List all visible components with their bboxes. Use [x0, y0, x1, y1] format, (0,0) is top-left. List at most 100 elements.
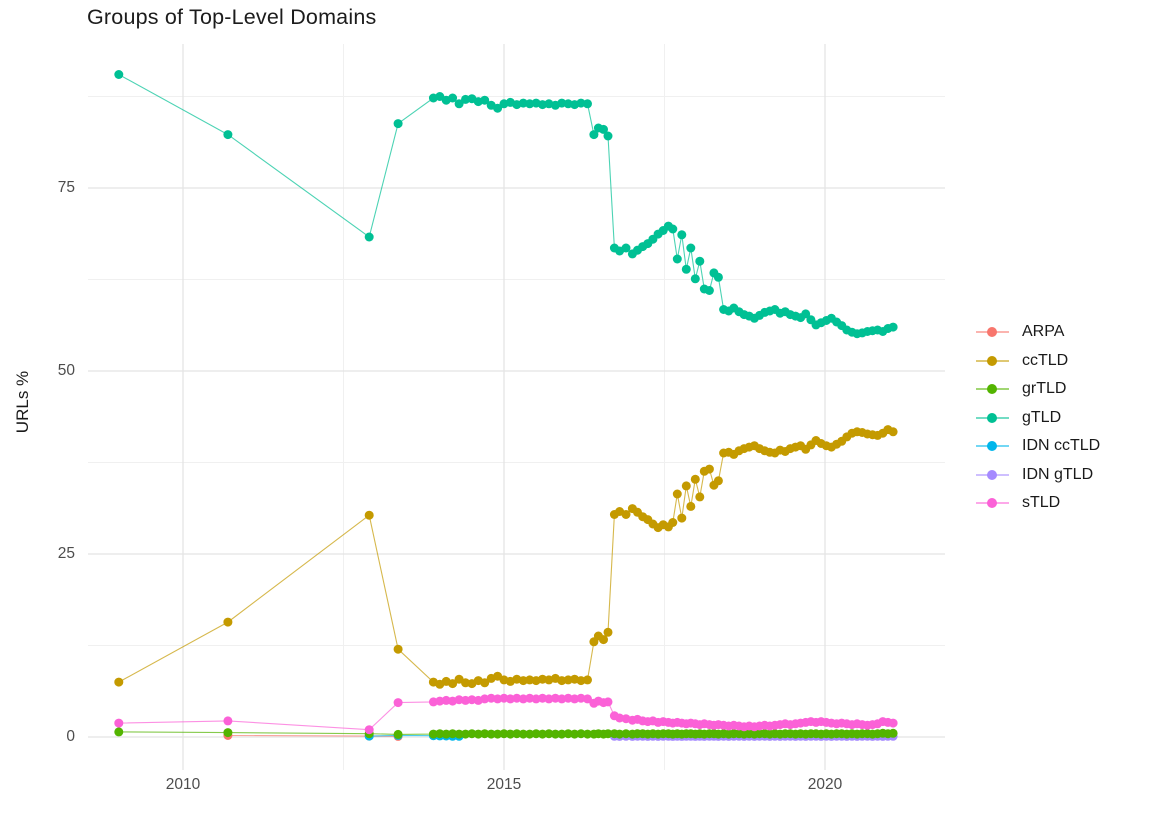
legend-item-cctld: ccTLD — [976, 351, 1100, 372]
series-point-grtld — [583, 729, 592, 739]
series-point-cctld — [114, 677, 124, 687]
series-point-grtld — [114, 727, 124, 737]
series-point-gtld — [583, 99, 592, 109]
series-point-cctld — [695, 492, 705, 502]
series-point-cctld — [672, 489, 682, 499]
series-point-gtld — [223, 130, 233, 140]
series-point-grtld — [428, 729, 438, 739]
series-point-grtld — [557, 729, 567, 739]
legend-item-gtld: gTLD — [976, 408, 1100, 429]
series-point-grtld — [454, 729, 464, 739]
legend-item-arpa: ARPA — [976, 322, 1100, 343]
series-point-grtld — [486, 729, 496, 739]
series-point-grtld — [512, 729, 522, 739]
x-tick-label-2020: 2020 — [807, 776, 843, 793]
series-point-grtld — [393, 729, 403, 739]
legend-item-label: IDN ccTLD — [1022, 437, 1101, 455]
series-point-gtld — [677, 230, 687, 240]
series-point-grtld — [531, 729, 541, 739]
legend-item-label: gTLD — [1022, 408, 1062, 426]
series-point-gtld — [695, 256, 705, 266]
series-line-cctld — [118, 428, 894, 685]
series-point-gtld — [454, 99, 464, 109]
series-point-grtld — [518, 729, 528, 739]
y-tick-label-25: 25 — [57, 545, 75, 562]
x-tick-label-2010: 2010 — [165, 776, 201, 793]
legend-item-stld: sTLD — [976, 493, 1100, 514]
series-point-cctld — [480, 678, 490, 688]
series-point-gtld — [681, 264, 691, 274]
legend-item-idn-gtld: IDN gTLD — [976, 465, 1100, 486]
series-point-gtld — [480, 95, 490, 105]
series-point-stld — [888, 718, 898, 728]
series-point-gtld — [599, 124, 608, 134]
series-point-cctld — [603, 627, 613, 637]
series-point-cctld — [668, 518, 678, 527]
series-point-grtld — [888, 728, 898, 738]
legend-key-icon — [976, 468, 1009, 482]
series-point-cctld — [576, 676, 586, 686]
series-point-gtld — [621, 243, 631, 253]
series-point-gtld — [589, 130, 599, 140]
legend-key-icon — [976, 382, 1009, 396]
legend-key-icon — [976, 439, 1009, 453]
series-point-stld — [364, 725, 374, 735]
series-point-gtld — [364, 232, 374, 242]
series-point-cctld — [223, 617, 233, 627]
series-point-stld — [223, 716, 233, 726]
x-tick-label-2015: 2015 — [486, 776, 522, 793]
series-point-grtld — [473, 729, 483, 739]
series-point-cctld — [393, 644, 403, 654]
series-point-gtld — [668, 224, 678, 234]
series-point-grtld — [603, 729, 613, 739]
series-point-grtld — [441, 729, 451, 739]
series-point-grtld — [461, 729, 470, 739]
series-point-stld — [480, 694, 490, 704]
series-point-grtld — [538, 729, 547, 739]
legend-item-label: IDN gTLD — [1022, 465, 1094, 483]
series-point-gtld — [672, 254, 682, 264]
series-point-gtld — [686, 243, 696, 253]
series-point-cctld — [583, 675, 592, 685]
series-point-grtld — [448, 729, 458, 739]
legend-key-icon — [976, 325, 1009, 339]
series-point-cctld — [704, 464, 714, 474]
series-point-grtld — [223, 728, 233, 738]
legend-item-label: grTLD — [1022, 380, 1067, 398]
series-point-gtld — [888, 322, 898, 332]
series-point-cctld — [621, 510, 631, 519]
series-point-grtld — [505, 729, 515, 739]
series-point-cctld — [681, 481, 691, 491]
series-point-gtld — [603, 131, 613, 141]
series-point-gtld — [393, 119, 403, 129]
legend-key-icon — [976, 496, 1009, 510]
series-point-cctld — [686, 501, 696, 511]
series-point-stld — [583, 694, 592, 704]
series-point-gtld — [114, 70, 124, 79]
series-point-cctld — [448, 679, 458, 689]
series-point-stld — [393, 698, 403, 708]
chart-title: Groups of Top-Level Domains — [87, 5, 377, 29]
series-point-gtld — [690, 274, 700, 284]
series-point-grtld — [544, 729, 554, 739]
series-point-gtld — [713, 272, 723, 282]
series-point-stld — [576, 693, 586, 703]
series-point-gtld — [704, 286, 714, 295]
series-point-grtld — [480, 729, 490, 739]
series-point-stld — [544, 694, 554, 704]
series-point-cctld — [677, 513, 687, 523]
legend: ARPA ccTLD grTLD gTLD IDN ccTLD IDN gTLD… — [976, 322, 1100, 522]
series-point-grtld — [615, 729, 625, 739]
legend-key-icon — [976, 411, 1009, 425]
series-point-grtld — [499, 729, 509, 739]
series-point-grtld — [493, 729, 503, 739]
series-point-cctld — [690, 474, 700, 484]
series-point-gtld — [576, 98, 586, 108]
legend-item-idn-cctld: IDN ccTLD — [976, 436, 1100, 457]
legend-item-label: ccTLD — [1022, 351, 1069, 369]
series-line-gtld — [118, 74, 894, 335]
legend-item-label: sTLD — [1022, 494, 1061, 512]
series-point-gtld — [448, 93, 458, 103]
series-point-grtld — [576, 729, 586, 739]
